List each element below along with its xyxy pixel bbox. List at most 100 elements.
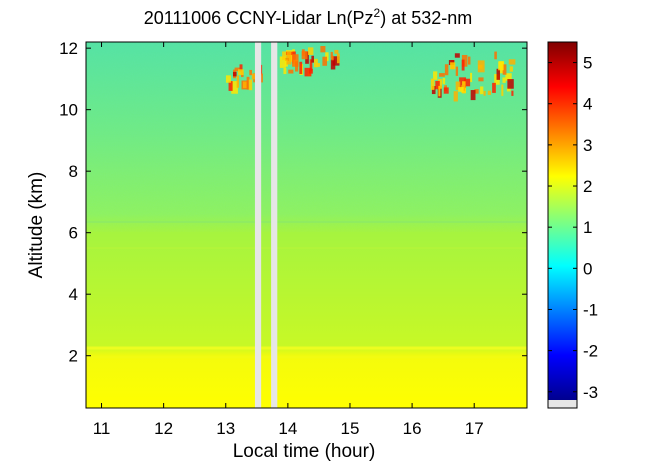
cloud-cell [461, 59, 465, 71]
cloud-cell [435, 80, 440, 90]
cloud-cell [430, 78, 435, 90]
cloud-cell [496, 68, 501, 80]
colorbar-tick-label: 4 [583, 95, 592, 114]
cloud-cell [307, 47, 314, 55]
cloud-cell [320, 46, 326, 53]
data-gap [254, 42, 262, 408]
cloud-cell [467, 56, 471, 65]
cloud-cell [242, 81, 247, 89]
cloud-cell [299, 61, 303, 74]
cloud-cell [455, 81, 461, 91]
cloud-cell [283, 67, 287, 75]
title-main: 20111006 CCNY-Lidar Ln(Pz [144, 8, 374, 28]
cloud-cell [443, 87, 449, 94]
colorbar-gradient [548, 42, 577, 400]
cloud-cell [508, 59, 516, 65]
colorbar-tick-label: 5 [583, 54, 592, 73]
cloud-cell [507, 79, 514, 89]
cloud-cell [246, 76, 250, 90]
cloud-cell [330, 51, 333, 59]
cloud-cell [313, 58, 318, 68]
data-gaps [254, 42, 278, 408]
cloud-cell [487, 90, 492, 95]
cloud-cell [316, 63, 321, 67]
cloud-cell [505, 73, 512, 81]
cloud-cell [506, 87, 511, 92]
cloud-cell [331, 55, 334, 61]
cloud-cell [234, 67, 240, 72]
colorbar-missing-swatch [548, 400, 577, 408]
cloud-cell [279, 56, 286, 68]
cloud-cell [438, 85, 441, 97]
data-gap [271, 42, 278, 408]
cloud-cell [301, 49, 305, 56]
cloud-cell [477, 60, 485, 73]
y-tick-label: 10 [59, 101, 78, 120]
x-tick-label: 12 [154, 419, 173, 438]
cloud-cell [228, 81, 233, 91]
x-tick-label: 14 [278, 419, 297, 438]
cloud-cell [483, 90, 486, 96]
cloud-cell [225, 75, 231, 83]
cloud-cell [292, 49, 295, 53]
cloud-cell [311, 55, 315, 63]
chart-title: 20111006 CCNY-Lidar Ln(Pz2) at 532-nm [144, 6, 473, 28]
cloud-layers [225, 46, 516, 102]
cloud-cell [322, 56, 328, 66]
cloud-cell [474, 89, 479, 94]
cloud-cell [304, 67, 312, 77]
x-tick-label: 11 [93, 419, 111, 438]
cloud-cell [442, 78, 446, 85]
cloud-cell [231, 81, 238, 94]
cloud-cell [480, 86, 484, 95]
y-tick-label: 2 [69, 347, 78, 366]
aerosol-band [86, 247, 527, 250]
cloud-cell [437, 79, 443, 89]
y-tick-label: 12 [59, 39, 78, 58]
colorbar-frame [547, 41, 578, 409]
cloud-cell [501, 84, 504, 96]
cloud-cell [458, 87, 464, 92]
title-superscript: 2 [374, 6, 381, 20]
cloud-cell [450, 62, 456, 70]
cloud-cell [454, 53, 460, 58]
colorbar-tick-label: 3 [583, 136, 592, 155]
cloud-cell [455, 66, 459, 76]
y-tick-label: 4 [69, 285, 78, 304]
colorbar: 5 4 3 2 1 0 -1 -2 -3 [547, 41, 598, 409]
x-tick-label: 16 [403, 419, 422, 438]
y-axis: 2 4 6 8 10 12 [59, 39, 527, 366]
y-axis-label: Altitude (km) [26, 172, 47, 279]
cloud-cell [461, 54, 468, 67]
colorbar-tick-label: 2 [583, 177, 592, 196]
cloud-cell [309, 59, 313, 72]
cloud-cell [453, 91, 458, 102]
cloud-cell [334, 49, 339, 54]
cloud-cell [498, 61, 504, 71]
cloud-cell [282, 51, 287, 60]
cloud-cell [470, 90, 476, 101]
colorbar-tick-label: -2 [583, 342, 598, 361]
aerosol-band [86, 356, 527, 359]
cloud-cell [444, 64, 449, 76]
title-end: ) at 532-nm [380, 8, 472, 28]
cloud-cell [511, 90, 514, 96]
x-tick-label: 15 [341, 419, 360, 438]
colorbar-tick-label: 0 [583, 259, 592, 278]
cloud-cell [431, 86, 436, 95]
y-tick-label: 6 [69, 224, 78, 243]
x-tick-label: 17 [465, 419, 484, 438]
cloud-cell [439, 73, 445, 77]
cloud-cell [502, 77, 506, 83]
heatmap-plot-area [85, 41, 528, 409]
cloud-cell [502, 64, 507, 75]
cloud-cell [492, 82, 496, 93]
cloud-cell [308, 68, 313, 74]
aerosol-band [86, 346, 527, 350]
cloud-cell [509, 66, 513, 72]
cloud-cell [292, 54, 299, 67]
cloud-cell [332, 56, 340, 66]
cloud-cell [433, 71, 438, 80]
cloud-cell [336, 53, 340, 64]
cloud-cell [284, 59, 288, 67]
